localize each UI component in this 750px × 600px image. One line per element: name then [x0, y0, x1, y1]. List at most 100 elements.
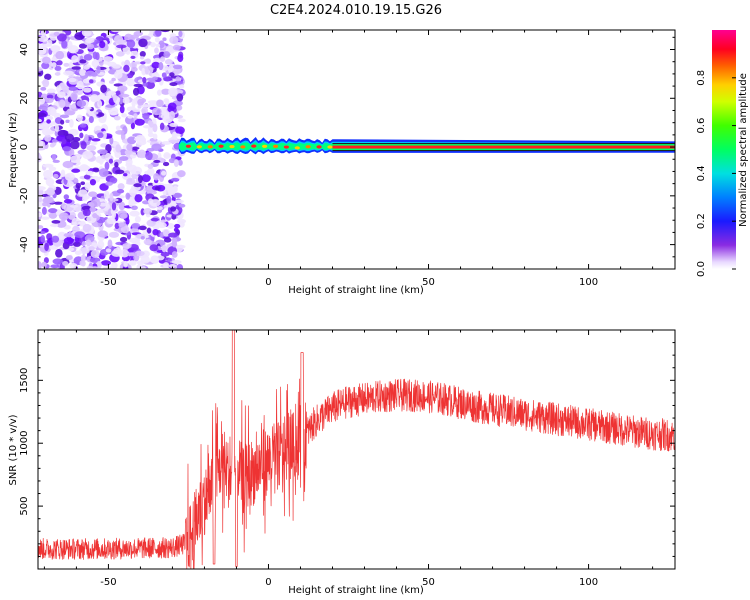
noise-cell: [160, 170, 167, 176]
noise-cell: [73, 177, 79, 183]
noise-cell: [119, 156, 129, 161]
noise-cell: [42, 202, 49, 207]
noise-cell: [53, 173, 59, 179]
colorbar-tick-label: 0.2: [696, 213, 707, 229]
noise-cell: [126, 39, 136, 49]
noise-cell: [162, 229, 170, 237]
noise-cell: [100, 260, 112, 266]
noise-cell: [52, 258, 64, 265]
noise-cell: [162, 161, 170, 167]
noise-cell: [63, 70, 74, 76]
noise-cell: [126, 78, 135, 87]
noise-cell: [98, 168, 109, 178]
noise-cell: [82, 150, 94, 160]
noise-cell: [177, 54, 184, 63]
noise-cell: [171, 259, 182, 265]
noise-cell: [100, 84, 107, 93]
noise-cell: [174, 223, 181, 229]
noise-cell: [141, 266, 147, 269]
noise-cell: [79, 132, 84, 139]
noise-cell: [48, 211, 58, 219]
noise-cell: [71, 218, 80, 226]
noise-cell: [70, 92, 78, 101]
noise-cell: [92, 213, 98, 219]
noise-cell: [38, 212, 42, 218]
signal-hotspot: [262, 144, 268, 148]
noise-cell: [115, 169, 125, 175]
noise-cell: [147, 100, 159, 104]
noise-cell: [172, 192, 183, 199]
noise-cell: [130, 122, 135, 130]
noise-cell: [69, 140, 80, 150]
noise-cell: [83, 174, 91, 180]
noise-cell: [96, 208, 104, 213]
noise-cell: [80, 141, 87, 150]
noise-cell: [46, 119, 51, 124]
noise-cell: [90, 141, 98, 146]
noise-cell: [42, 122, 52, 127]
noise-cell: [88, 191, 98, 198]
spectrogram-signal-band: [178, 137, 675, 155]
noise-cell: [56, 60, 63, 66]
noise-cell: [90, 94, 99, 103]
noise-cell: [61, 138, 67, 145]
noise-cell: [141, 106, 148, 115]
noise-cell: [158, 62, 164, 71]
noise-cell: [61, 40, 68, 49]
noise-cell: [38, 196, 43, 203]
noise-cell: [115, 144, 122, 153]
noise-cell: [42, 163, 54, 168]
noise-cell: [111, 77, 116, 82]
noise-cell: [167, 187, 176, 196]
noise-cell: [68, 86, 78, 91]
noise-cell: [168, 263, 177, 268]
noise-cell: [42, 78, 50, 88]
noise-cell: [168, 232, 179, 238]
noise-cell: [169, 72, 175, 77]
noise-cell: [141, 174, 151, 183]
noise-cell: [94, 198, 100, 202]
noise-cell: [154, 36, 160, 43]
noise-cell: [150, 42, 156, 48]
noise-cell: [161, 72, 167, 78]
noise-cell: [169, 82, 178, 87]
noise-cell: [41, 127, 51, 136]
signal-hotspot: [327, 145, 333, 149]
noise-cell: [50, 264, 60, 269]
noise-cell: [59, 114, 70, 119]
noise-cell: [43, 169, 54, 179]
noise-cell: [108, 231, 120, 238]
noise-cell: [41, 206, 47, 215]
noise-cell: [105, 181, 113, 186]
noise-cell: [179, 84, 185, 89]
noise-cell: [167, 258, 172, 262]
noise-cell: [110, 111, 119, 116]
noise-cell: [175, 126, 185, 135]
noise-cell: [76, 114, 83, 122]
noise-cell: [122, 242, 132, 249]
noise-cell: [84, 134, 89, 143]
noise-cell: [131, 222, 141, 229]
spectrogram-x-tick-label: 0: [265, 277, 271, 288]
noise-cell: [115, 125, 121, 131]
noise-cell: [172, 44, 181, 51]
spectrogram-y-tick-label: -20: [19, 188, 30, 204]
noise-cell: [79, 123, 87, 128]
signal-carrier-core: [332, 145, 675, 149]
noise-cell: [64, 133, 75, 143]
noise-cell: [79, 69, 87, 76]
noise-cell: [142, 82, 148, 87]
noise-cell: [41, 216, 50, 220]
noise-cell: [71, 168, 81, 173]
noise-cell: [54, 72, 61, 76]
spectrogram-y-tick-label: 20: [19, 92, 30, 105]
noise-cell: [160, 30, 170, 33]
noise-cell: [40, 235, 46, 243]
noise-cell: [178, 159, 183, 166]
noise-cell: [159, 122, 165, 131]
noise-cell: [81, 241, 86, 247]
noise-cell: [146, 219, 156, 227]
noise-cell: [123, 64, 130, 73]
colorbar-ticks: 0.0 0.2 0.4 0.6 0.8: [696, 70, 736, 277]
noise-cell: [151, 61, 161, 69]
